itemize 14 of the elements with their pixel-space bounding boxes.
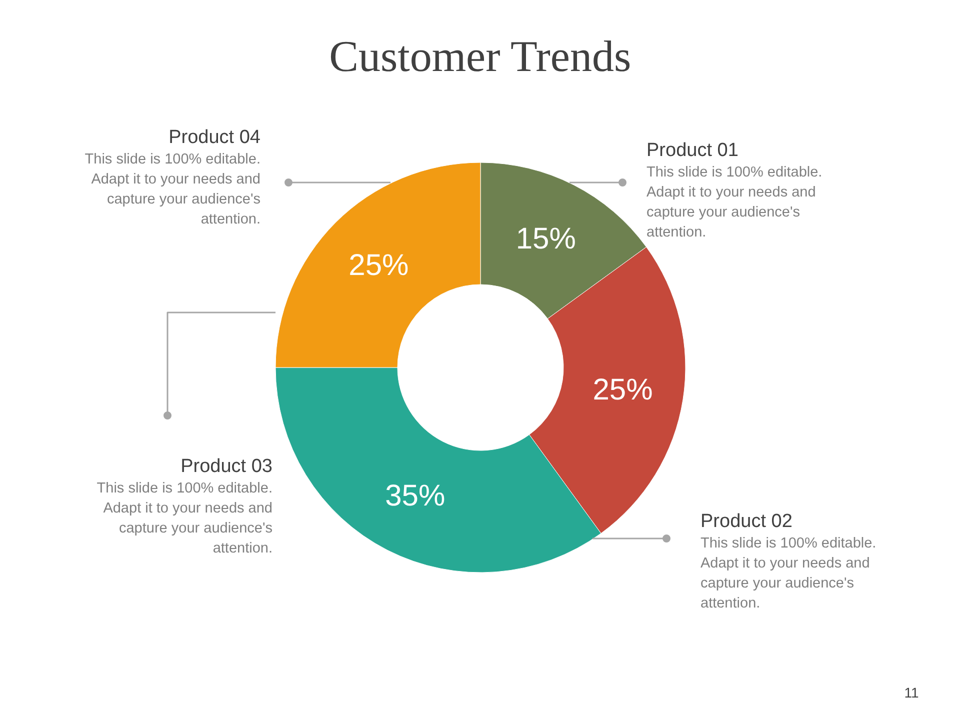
data-label: 25% (592, 374, 653, 407)
text: This slide is 100% editable. Adapt it to your needs and capture your audience's attention. (84, 152, 261, 228)
text: 11 (904, 684, 919, 700)
text: This slide is 100% editable. Adapt it to your needs and capture your audience's attention. (96, 480, 273, 556)
data-label: 35% (385, 479, 446, 512)
slice-label: Product 03 (180, 456, 273, 477)
slice-label: Product 01 (646, 140, 738, 161)
chart-title: Customer Trends (329, 32, 632, 81)
data-label: 15% (516, 222, 576, 256)
data-label: 25% (348, 249, 409, 282)
text: This slide is 100% editable. Adapt it to your needs and capture your audience's attention. (700, 536, 876, 612)
slice-label: Product 02 (700, 511, 792, 532)
slice-label: Product 04 (168, 127, 261, 148)
text: This slide is 100% editable. Adapt it to your needs and capture your audience's attention. (646, 164, 822, 240)
